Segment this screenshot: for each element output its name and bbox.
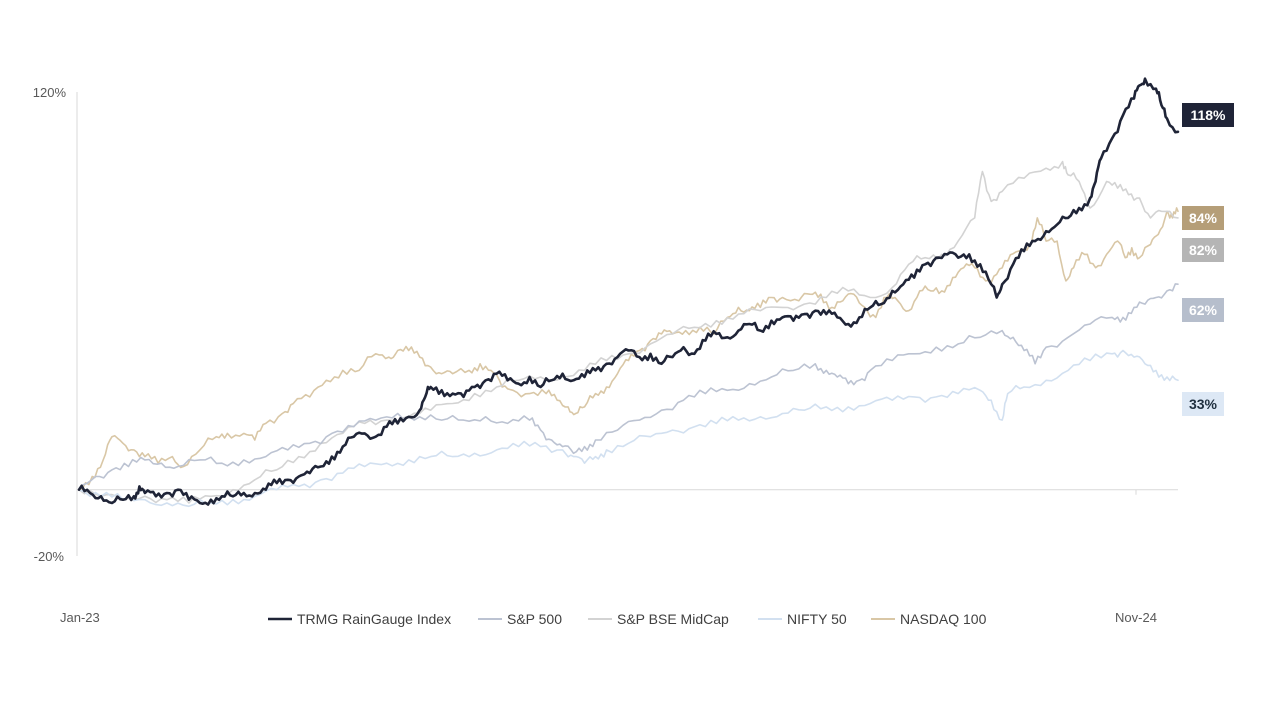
y-tick-label-max: 120% (33, 85, 67, 100)
axes: 120% -20% Jan-23 Nov-24 (33, 85, 1178, 625)
x-tick-label-end: Nov-24 (1115, 610, 1157, 625)
legend-label-midcap: S&P BSE MidCap (617, 611, 729, 627)
x-tick-label-start: Jan-23 (60, 610, 100, 625)
end-label-box-nifty (1182, 392, 1224, 416)
legend-label-sp500: S&P 500 (507, 611, 562, 627)
series-line-sp500 (78, 283, 1179, 491)
series-line-midcap (78, 160, 1179, 504)
end-label-box-midcap (1182, 238, 1224, 262)
y-tick-label-min: -20% (34, 549, 65, 564)
end-label-box-sp500 (1182, 298, 1224, 322)
legend: TRMG RainGauge Index S&P 500 S&P BSE MidCa… (268, 611, 987, 627)
end-label-nifty: 33% (1189, 396, 1218, 412)
end-label-box-trmg (1182, 103, 1234, 127)
series-lines (77, 77, 1180, 508)
series-line-nasdaq (78, 207, 1179, 491)
end-label-midcap: 82% (1189, 242, 1218, 258)
legend-label-nasdaq: NASDAQ 100 (900, 611, 987, 627)
legend-label-trmg: TRMG RainGauge Index (297, 611, 451, 627)
end-label-sp500: 62% (1189, 302, 1218, 318)
end-label-box-nasdaq (1182, 206, 1224, 230)
legend-label-nifty: NIFTY 50 (787, 611, 847, 627)
end-label-nasdaq: 84% (1189, 210, 1218, 226)
end-value-labels: 84% 82% 62% 33% 118% (1182, 103, 1234, 416)
end-label-trmg: 118% (1190, 107, 1226, 123)
series-line-trmg (77, 77, 1180, 506)
series-line-nifty (78, 349, 1179, 508)
